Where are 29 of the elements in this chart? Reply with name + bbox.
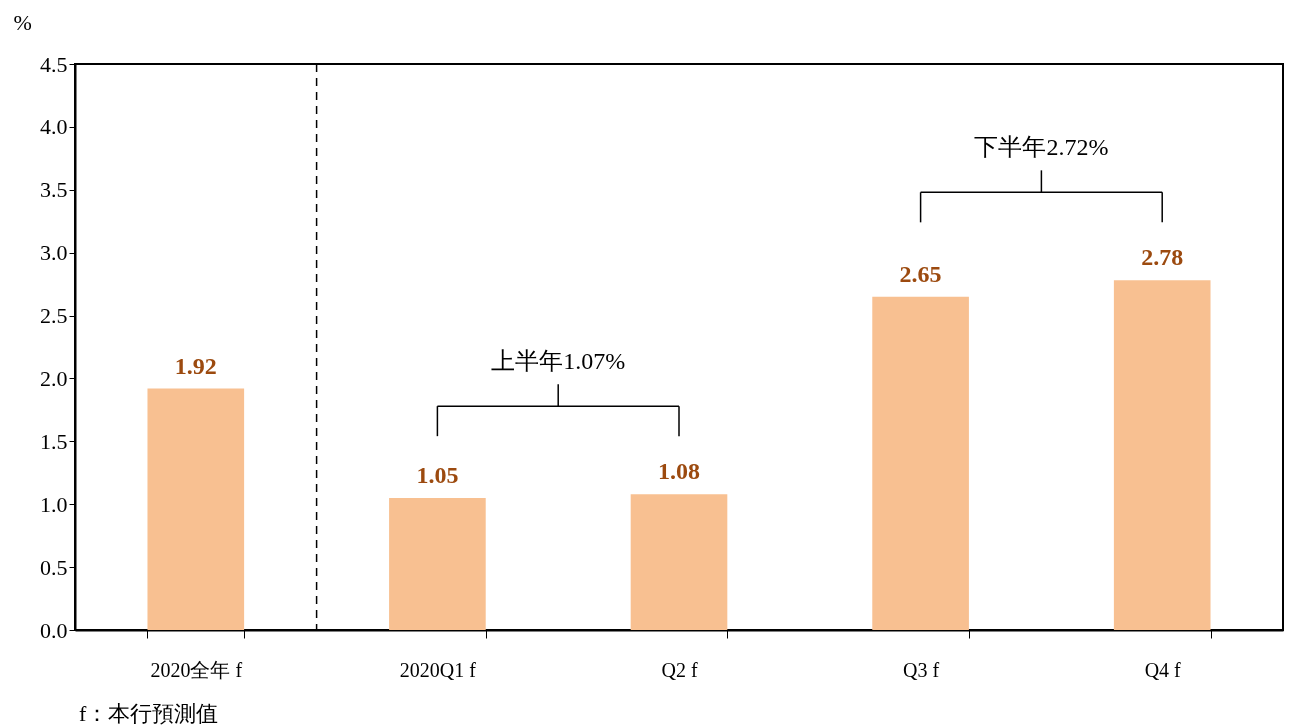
data-label: 2.65 [899, 260, 942, 287]
data-label: 2.78 [1141, 244, 1184, 271]
y-tick-label: 4.5 [40, 51, 68, 77]
y-tick-label: 1.5 [40, 428, 68, 454]
y-tick-label: 2.0 [40, 365, 68, 391]
y-tick-label: 0.0 [40, 617, 68, 643]
data-label: 1.05 [416, 461, 459, 488]
x-tick-label: Q2 f [661, 658, 698, 681]
annotation: 上半年1.07% [491, 348, 626, 375]
x-tick-label: 2020Q1 f [399, 658, 477, 681]
x-tick-label: Q4 f [1144, 658, 1182, 681]
x-tick-label: Q3 f [903, 658, 940, 681]
bar [630, 494, 728, 630]
data-label: 1.92 [174, 352, 217, 379]
annotation: 下半年2.72% [974, 134, 1109, 161]
x-tick-label: 2020全年 f [150, 658, 243, 681]
y-tick-label: 1.0 [40, 491, 68, 517]
bar [872, 296, 969, 630]
y-axis-title: % [13, 9, 32, 35]
y-tick-label: 4.0 [40, 114, 68, 140]
bar [1113, 280, 1211, 630]
bar [389, 497, 486, 630]
y-tick-label: 2.5 [40, 303, 68, 329]
text: f：本行預測值 [79, 701, 219, 726]
data-label: 1.08 [658, 458, 700, 485]
y-tick-label: 0.5 [40, 554, 68, 580]
bar [147, 388, 245, 630]
y-tick-label: 3.0 [40, 240, 68, 266]
y-tick-label: 3.5 [40, 177, 68, 203]
